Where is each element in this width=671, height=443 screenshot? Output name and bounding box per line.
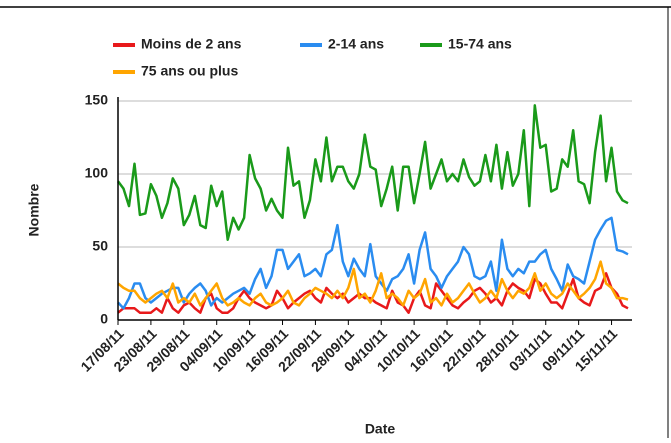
legend-label: Moins de 2 ans — [141, 36, 242, 52]
series-line — [117, 216, 629, 310]
y-tick-label: 0 — [100, 311, 108, 327]
y-tick-label: 50 — [92, 238, 108, 254]
legend-label: 2-14 ans — [328, 36, 384, 52]
y-tick-label: 100 — [85, 165, 109, 181]
series-line — [117, 260, 629, 307]
y-axis-label: Nombre — [26, 183, 42, 236]
legend-label: 15-74 ans — [448, 36, 512, 52]
y-tick-label: 150 — [85, 92, 109, 108]
series-line — [117, 104, 629, 241]
legend-label: 75 ans ou plus — [141, 63, 238, 79]
x-axis-label: Date — [365, 421, 396, 437]
